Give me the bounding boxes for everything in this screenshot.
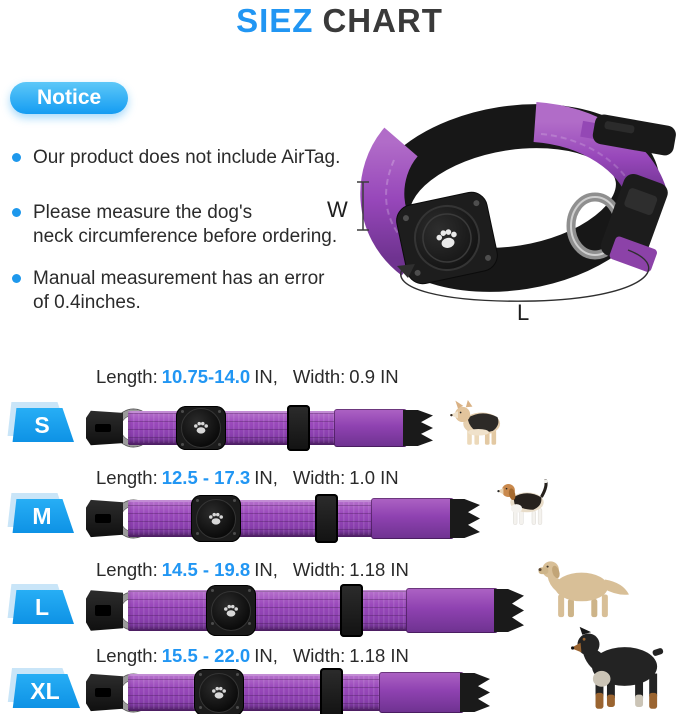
- paw-icon: [193, 421, 208, 434]
- collar-strip-m: [86, 494, 480, 543]
- bullet-dot-icon: [12, 207, 21, 217]
- collar-strip-xl: [86, 668, 490, 714]
- collar-strip-s: [86, 405, 433, 451]
- bullet-dot-icon: [12, 153, 21, 162]
- bullet-item: Manual measurement has an error of 0.4in…: [10, 267, 360, 315]
- screws: [402, 200, 492, 276]
- bullet-item: Our product does not include AirTag.: [10, 146, 360, 170]
- airtag-holder: [194, 669, 245, 714]
- title-rest: CHART: [322, 2, 443, 39]
- airtag-holder: [205, 585, 256, 636]
- arrow-head-icon: [397, 264, 415, 278]
- title-highlight: SIEZ: [236, 2, 314, 39]
- collar-strip-l: [86, 584, 524, 637]
- bullet-dot-icon: [12, 273, 21, 283]
- buckle-male-prongs: [494, 588, 524, 633]
- airtag-holder: [191, 495, 242, 542]
- golden-retriever-icon: [538, 561, 629, 618]
- strap-slider: [287, 405, 311, 451]
- screws: [210, 589, 214, 592]
- screws: [196, 499, 200, 502]
- notice-badge: Notice: [10, 82, 129, 114]
- screws: [199, 673, 203, 676]
- width-label: W: [327, 197, 348, 222]
- buckle-female: [86, 499, 123, 538]
- paw-icon: [209, 512, 223, 525]
- strap-slider: [340, 584, 364, 637]
- strap-slider: [320, 668, 344, 714]
- collar-product-photo: W L: [327, 102, 676, 325]
- beagle-icon: [497, 479, 548, 525]
- buckle-female: [86, 673, 123, 712]
- size-badge-s: S: [7, 402, 74, 442]
- length-label: L: [517, 300, 529, 325]
- buckle-female: [86, 410, 123, 446]
- buckle-male-prongs: [403, 409, 433, 447]
- notice-bullet-list: Our product does not include AirTag. Ple…: [10, 146, 360, 315]
- spec-line-l: Length: 14.5 - 19.8 IN, Width: 1.18 IN: [96, 559, 409, 580]
- corgi-icon: [450, 400, 501, 445]
- strap-slider: [314, 494, 338, 543]
- size-badge-xl: XL: [7, 668, 80, 708]
- paw-icon: [212, 686, 227, 699]
- strap-fold: [406, 588, 498, 633]
- strap-fold: [334, 409, 407, 447]
- width-annotation: [357, 181, 369, 231]
- spec-line-xl: Length: 15.5 - 22.0 IN, Width: 1.18 IN: [96, 645, 409, 666]
- spec-line-m: Length: 12.5 - 17.3 IN, Width: 1.0 IN: [96, 467, 399, 488]
- buckle-male-prongs: [450, 498, 480, 539]
- bullet-item: Please measure the dog's neck circumfere…: [10, 201, 360, 249]
- rottweiler-icon: [570, 626, 664, 709]
- strap-clasp: [580, 114, 676, 156]
- paw-icon: [436, 229, 457, 248]
- spec-line-s: Length: 10.75-14.0 IN, Width: 0.9 IN: [96, 366, 399, 387]
- page-title: SIEZ CHART: [0, 2, 679, 40]
- length-annotation: [397, 249, 650, 302]
- paw-icon: [223, 604, 238, 617]
- buckle-female: [86, 590, 123, 631]
- side-release-buckle: [600, 173, 668, 272]
- airtag-holder: [396, 191, 498, 285]
- airtag-disc: [180, 408, 221, 448]
- size-badge-m: M: [7, 493, 74, 533]
- size-badge-l: L: [7, 584, 74, 624]
- airtag-holder: [175, 406, 226, 450]
- strap-fold: [371, 498, 454, 539]
- airtag-disc: [199, 672, 240, 713]
- strap-fold: [379, 672, 464, 713]
- airtag-disc: [196, 498, 237, 539]
- screws: [180, 410, 184, 413]
- buckle-male-prongs: [460, 672, 490, 713]
- airtag-disc: [210, 590, 251, 631]
